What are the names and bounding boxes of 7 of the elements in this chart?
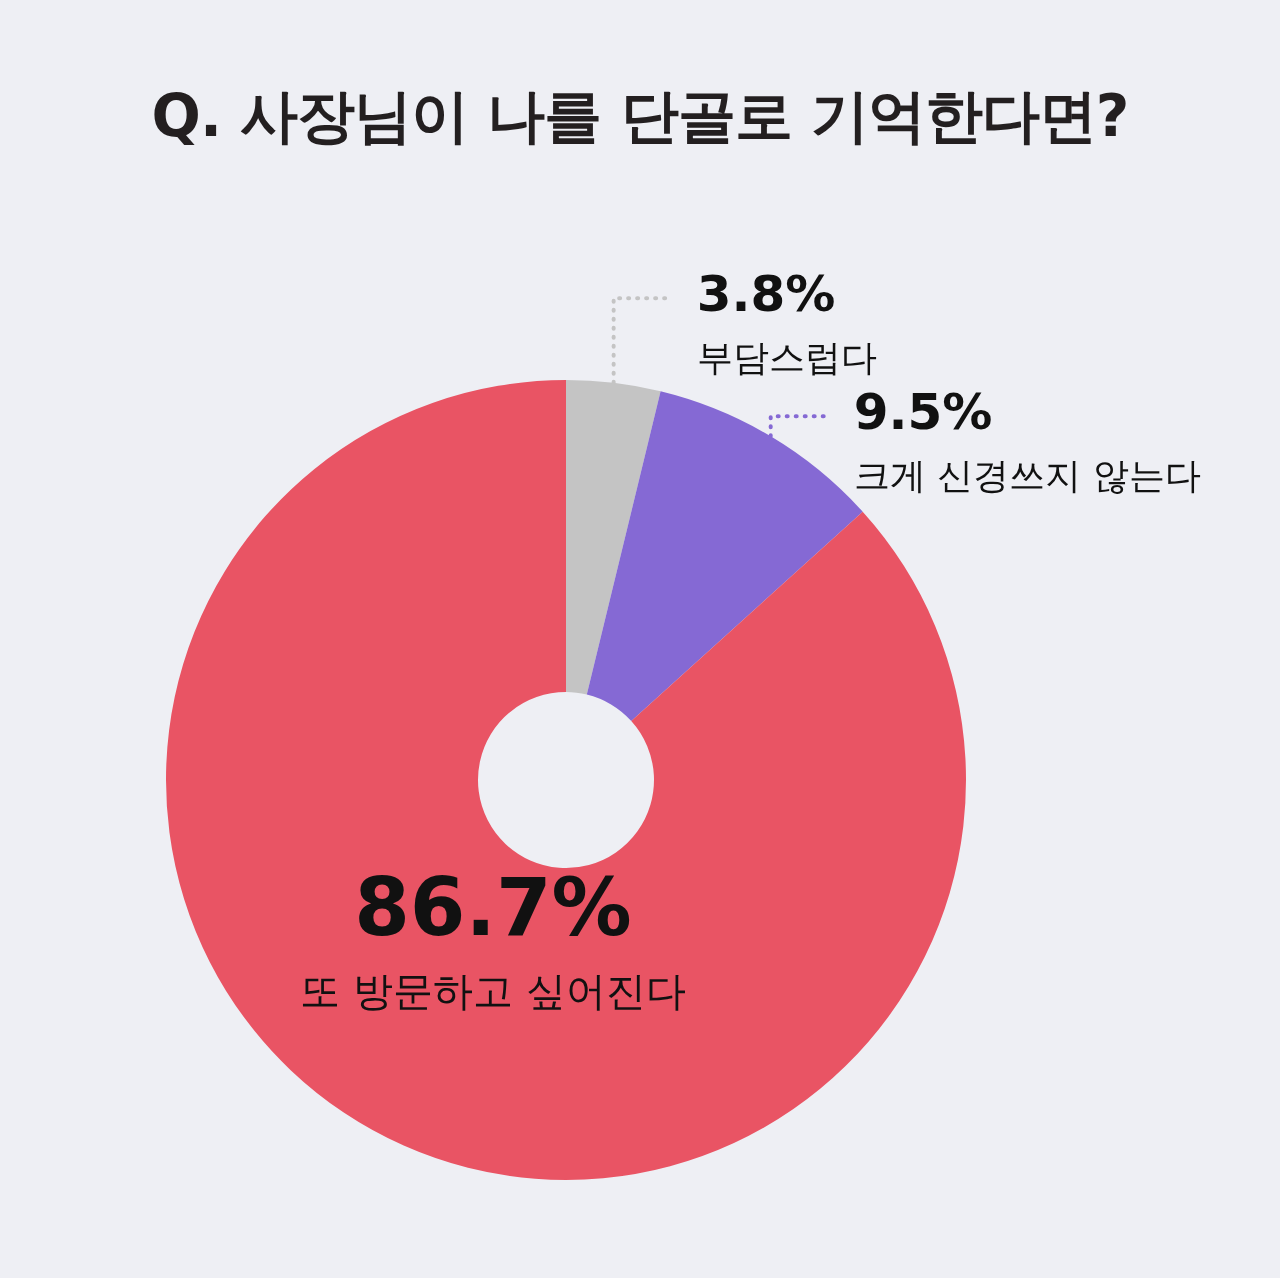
slice-label: 부담스럽다	[696, 336, 877, 378]
slice-label: 크게 신경쓰지 않는다	[853, 454, 1201, 496]
data-label: 9.5%	[853, 383, 993, 442]
slice-label: 또 방문하고 싶어진다	[300, 967, 686, 1014]
chart-title: Q. 사장님이 나를 단골로 기억한다면?	[150, 81, 1130, 152]
data-label: 86.7%	[354, 861, 632, 955]
data-label: 3.8%	[696, 265, 836, 324]
